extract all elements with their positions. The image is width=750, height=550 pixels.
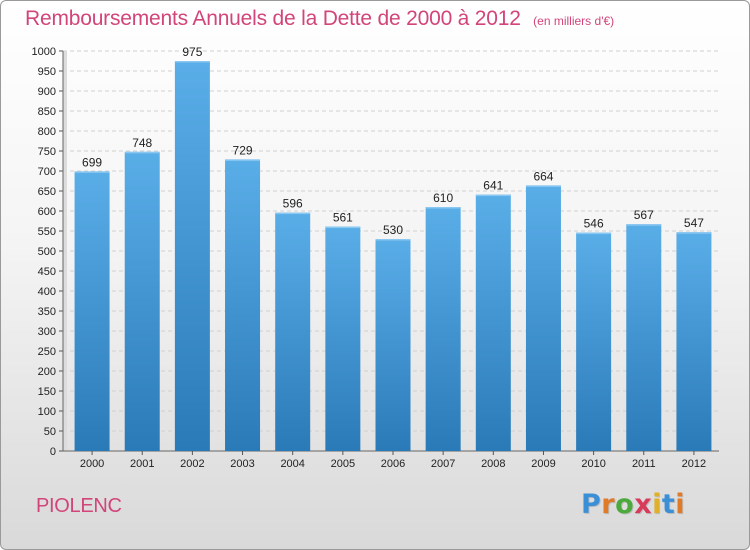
bar-value-label: 561: [333, 211, 353, 225]
logo-letter: o: [615, 489, 635, 520]
bar: [225, 159, 261, 451]
chart-subtitle: (en milliers d'€): [533, 14, 615, 28]
x-tick-label: 2002: [180, 458, 204, 470]
y-tick-label: 1000: [32, 46, 56, 58]
y-tick-label: 950: [38, 66, 56, 78]
bar-highlight: [375, 239, 411, 241]
y-tick-label: 200: [38, 366, 56, 378]
x-tick-label: 2004: [280, 458, 304, 470]
bar: [576, 232, 612, 451]
bar-value-label: 567: [634, 208, 654, 222]
y-tick-label: 850: [38, 106, 56, 118]
x-tick-label: 2008: [481, 458, 505, 470]
x-tick-label: 2003: [230, 458, 254, 470]
y-tick-label: 150: [38, 386, 56, 398]
y-tick-label: 700: [38, 166, 56, 178]
logo-letter: t: [661, 489, 676, 520]
x-tick-label: 2001: [130, 458, 154, 470]
x-tick-label: 2011: [632, 458, 656, 470]
y-tick-label: 800: [38, 126, 56, 138]
bar-highlight: [425, 207, 461, 209]
bar-highlight: [225, 159, 261, 161]
y-tick-label: 350: [38, 306, 56, 318]
y-tick-label: 400: [38, 286, 56, 298]
bar-highlight: [475, 194, 511, 197]
bar-value-label: 596: [283, 197, 303, 211]
y-tick-label: 100: [38, 406, 56, 418]
bar: [124, 151, 160, 452]
bar-value-label: 729: [233, 143, 253, 157]
bar: [626, 224, 662, 451]
bar-highlight: [275, 212, 311, 215]
bar-highlight: [525, 185, 561, 187]
y-tick-label: 650: [38, 186, 56, 198]
logo-letter: i: [652, 489, 662, 520]
y-axis-strip: [63, 51, 67, 451]
bar-value-label: 530: [383, 223, 403, 237]
bar-value-label: 610: [433, 191, 453, 205]
bar-highlight: [676, 232, 712, 234]
logo-letter: P: [581, 489, 602, 520]
chart-title: Remboursements Annuels de la Dette de 20…: [25, 7, 521, 30]
y-tick-label: 900: [38, 86, 56, 98]
chart-title-line: Remboursements Annuels de la Dette de 20…: [25, 7, 614, 31]
bar: [375, 239, 411, 451]
bar-value-label: 641: [483, 179, 503, 193]
bar: [676, 232, 712, 451]
y-tick-label: 300: [38, 326, 56, 338]
bar-highlight: [626, 224, 662, 226]
x-tick-label: 2000: [80, 458, 104, 470]
bar-highlight: [576, 232, 612, 235]
bar-highlight: [124, 151, 160, 154]
bar-value-label: 699: [82, 155, 102, 169]
bar: [74, 171, 110, 451]
city-name: PIOLENC: [36, 495, 122, 517]
y-tick-label: 750: [38, 146, 56, 158]
bar: [525, 185, 561, 451]
x-tick-label: 2012: [682, 458, 706, 470]
x-tick-label: 2005: [331, 458, 355, 470]
proxiti-logo: Proxiti: [581, 489, 685, 520]
bar-highlight: [174, 61, 210, 63]
bar-highlight: [74, 171, 110, 173]
bar: [174, 61, 210, 451]
bar-value-label: 664: [533, 169, 553, 183]
bar: [275, 212, 311, 451]
bar: [475, 194, 511, 451]
logo-letter: r: [601, 489, 616, 520]
y-tick-label: 600: [38, 206, 56, 218]
bar-value-label: 546: [584, 217, 604, 231]
y-tick-label: 0: [50, 446, 56, 458]
logo-letter: x: [634, 489, 653, 520]
bar-value-label: 547: [684, 216, 704, 230]
y-tick-label: 450: [38, 266, 56, 278]
bar: [425, 207, 461, 451]
y-tick-label: 550: [38, 226, 56, 238]
bar: [325, 226, 361, 451]
y-tick-label: 250: [38, 346, 56, 358]
y-tick-label: 50: [44, 426, 56, 438]
x-tick-label: 2007: [431, 458, 455, 470]
x-tick-label: 2009: [531, 458, 555, 470]
x-tick-label: 2006: [381, 458, 405, 470]
logo-letter: i: [675, 489, 686, 520]
x-tick-label: 2010: [581, 458, 605, 470]
bar-value-label: 975: [182, 45, 202, 59]
bar-value-label: 748: [132, 136, 152, 150]
y-tick-label: 500: [38, 246, 56, 258]
bar-highlight: [325, 226, 361, 229]
